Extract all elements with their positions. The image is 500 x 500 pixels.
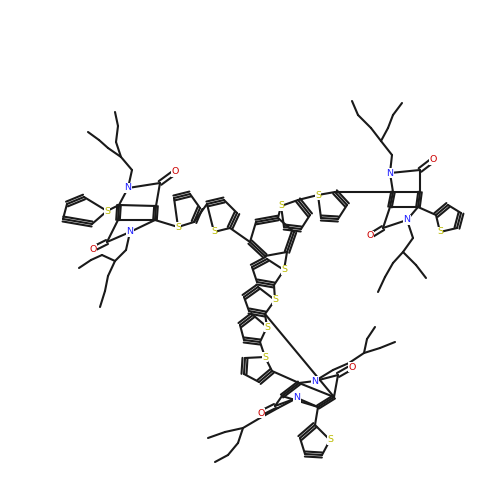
Text: O: O [258, 408, 264, 418]
Text: S: S [327, 436, 333, 444]
Text: N: N [404, 216, 410, 224]
Text: N: N [312, 376, 318, 386]
Text: S: S [281, 266, 287, 274]
Text: S: S [262, 352, 268, 362]
Text: N: N [124, 184, 132, 192]
Text: S: S [175, 222, 181, 232]
Text: O: O [172, 168, 178, 176]
Text: S: S [315, 190, 321, 200]
Text: O: O [430, 156, 436, 164]
Text: S: S [278, 202, 284, 210]
Text: S: S [104, 206, 110, 216]
Text: S: S [272, 296, 278, 304]
Text: S: S [211, 228, 217, 236]
Text: S: S [264, 322, 270, 332]
Text: O: O [348, 362, 356, 372]
Text: O: O [90, 244, 96, 254]
Text: N: N [126, 228, 134, 236]
Text: S: S [437, 228, 443, 236]
Text: N: N [386, 168, 394, 177]
Text: O: O [366, 232, 374, 240]
Text: N: N [294, 394, 300, 402]
